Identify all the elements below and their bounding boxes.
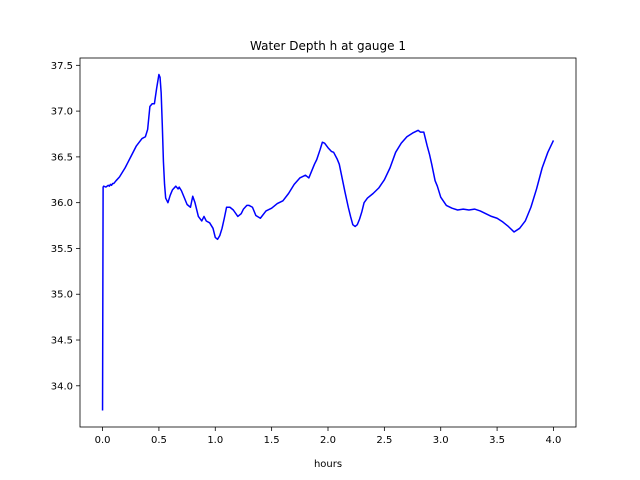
- x-tick-label: 0.5: [151, 435, 167, 446]
- x-tick-label: 2.5: [376, 435, 392, 446]
- x-tick-label: 0.0: [95, 435, 111, 446]
- y-tick-label: 36.5: [51, 152, 73, 163]
- y-tick-label: 36.0: [51, 198, 73, 209]
- y-tick-label: 35.5: [51, 244, 73, 255]
- y-axis-ticks: 34.0 34.5 35.0 35.5 36.0 36.5 37.0 37.5: [51, 61, 80, 392]
- x-axis-ticks: 0.0 0.5 1.0 1.5 2.0 2.5 3.0 3.5 4.0: [95, 427, 562, 446]
- x-axis-label: hours: [314, 459, 342, 470]
- x-tick-label: 4.0: [546, 435, 562, 446]
- x-tick-label: 1.5: [264, 435, 280, 446]
- y-tick-label: 34.0: [51, 381, 73, 392]
- y-tick-label: 37.5: [51, 61, 73, 72]
- x-tick-label: 2.0: [320, 435, 336, 446]
- x-tick-label: 3.0: [433, 435, 449, 446]
- x-tick-label: 1.0: [207, 435, 223, 446]
- y-tick-label: 37.0: [51, 107, 73, 118]
- series-line-0: [101, 73, 555, 411]
- chart-title: Water Depth h at gauge 1: [250, 39, 406, 53]
- x-tick-label: 3.5: [489, 435, 505, 446]
- y-tick-label: 35.0: [51, 290, 73, 301]
- y-tick-label: 34.5: [51, 336, 73, 347]
